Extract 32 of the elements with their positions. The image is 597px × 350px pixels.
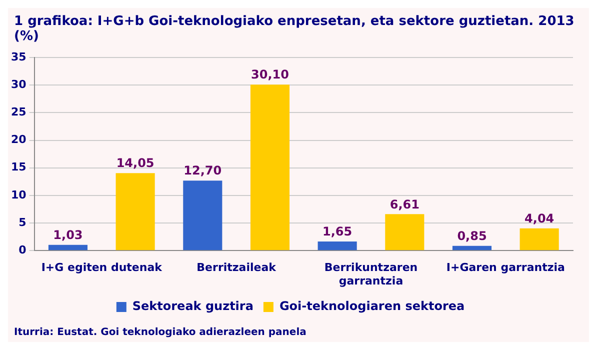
x-tick-label: I+G egiten dutenak (41, 261, 163, 274)
data-label: 30,10 (251, 68, 289, 82)
bar (250, 84, 290, 250)
y-tick-label: 25 (10, 106, 26, 119)
text: Iturria: Eustat. Goi teknologiako adierazleen panela (13, 326, 308, 338)
legend-label: Goi-teknologiaren sektorea (279, 299, 465, 314)
bar (318, 242, 357, 250)
data-label: 6,61 (390, 197, 420, 212)
bar (48, 244, 88, 250)
bar (452, 246, 492, 250)
bar (116, 173, 155, 250)
legend-label: Sektoreak guztira (132, 299, 254, 314)
bar (183, 180, 222, 250)
y-tick-label: 35 (10, 50, 26, 64)
y-tick-label: 0 (18, 243, 27, 256)
data-label: 0,85 (457, 229, 487, 244)
x-tick-label: Berritzaileak (196, 261, 277, 274)
data-label: 4,04 (524, 211, 554, 226)
y-tick-label: 15 (10, 160, 26, 174)
y-tick-label: 10 (10, 188, 27, 202)
data-label: 12,70 (184, 164, 222, 178)
bar (385, 214, 424, 250)
data-label: 1,03 (53, 228, 83, 242)
data-label: 14,05 (116, 156, 154, 170)
y-tick-label: 30 (10, 78, 27, 92)
x-tick-label: I+Garen garrantzia (446, 261, 565, 274)
y-tick-label: 5 (18, 216, 26, 229)
y-tick-label: 20 (10, 133, 27, 146)
data-label: 1,65 (322, 224, 352, 239)
bar (520, 228, 559, 250)
chart-title: 1 grafikoa: I+G+b Goi-teknologiako enpresetan, eta sektore guztietan. 2013 (%) (13, 13, 576, 44)
x-tick-label: Berrikuntzaren garrantzia (324, 261, 418, 288)
